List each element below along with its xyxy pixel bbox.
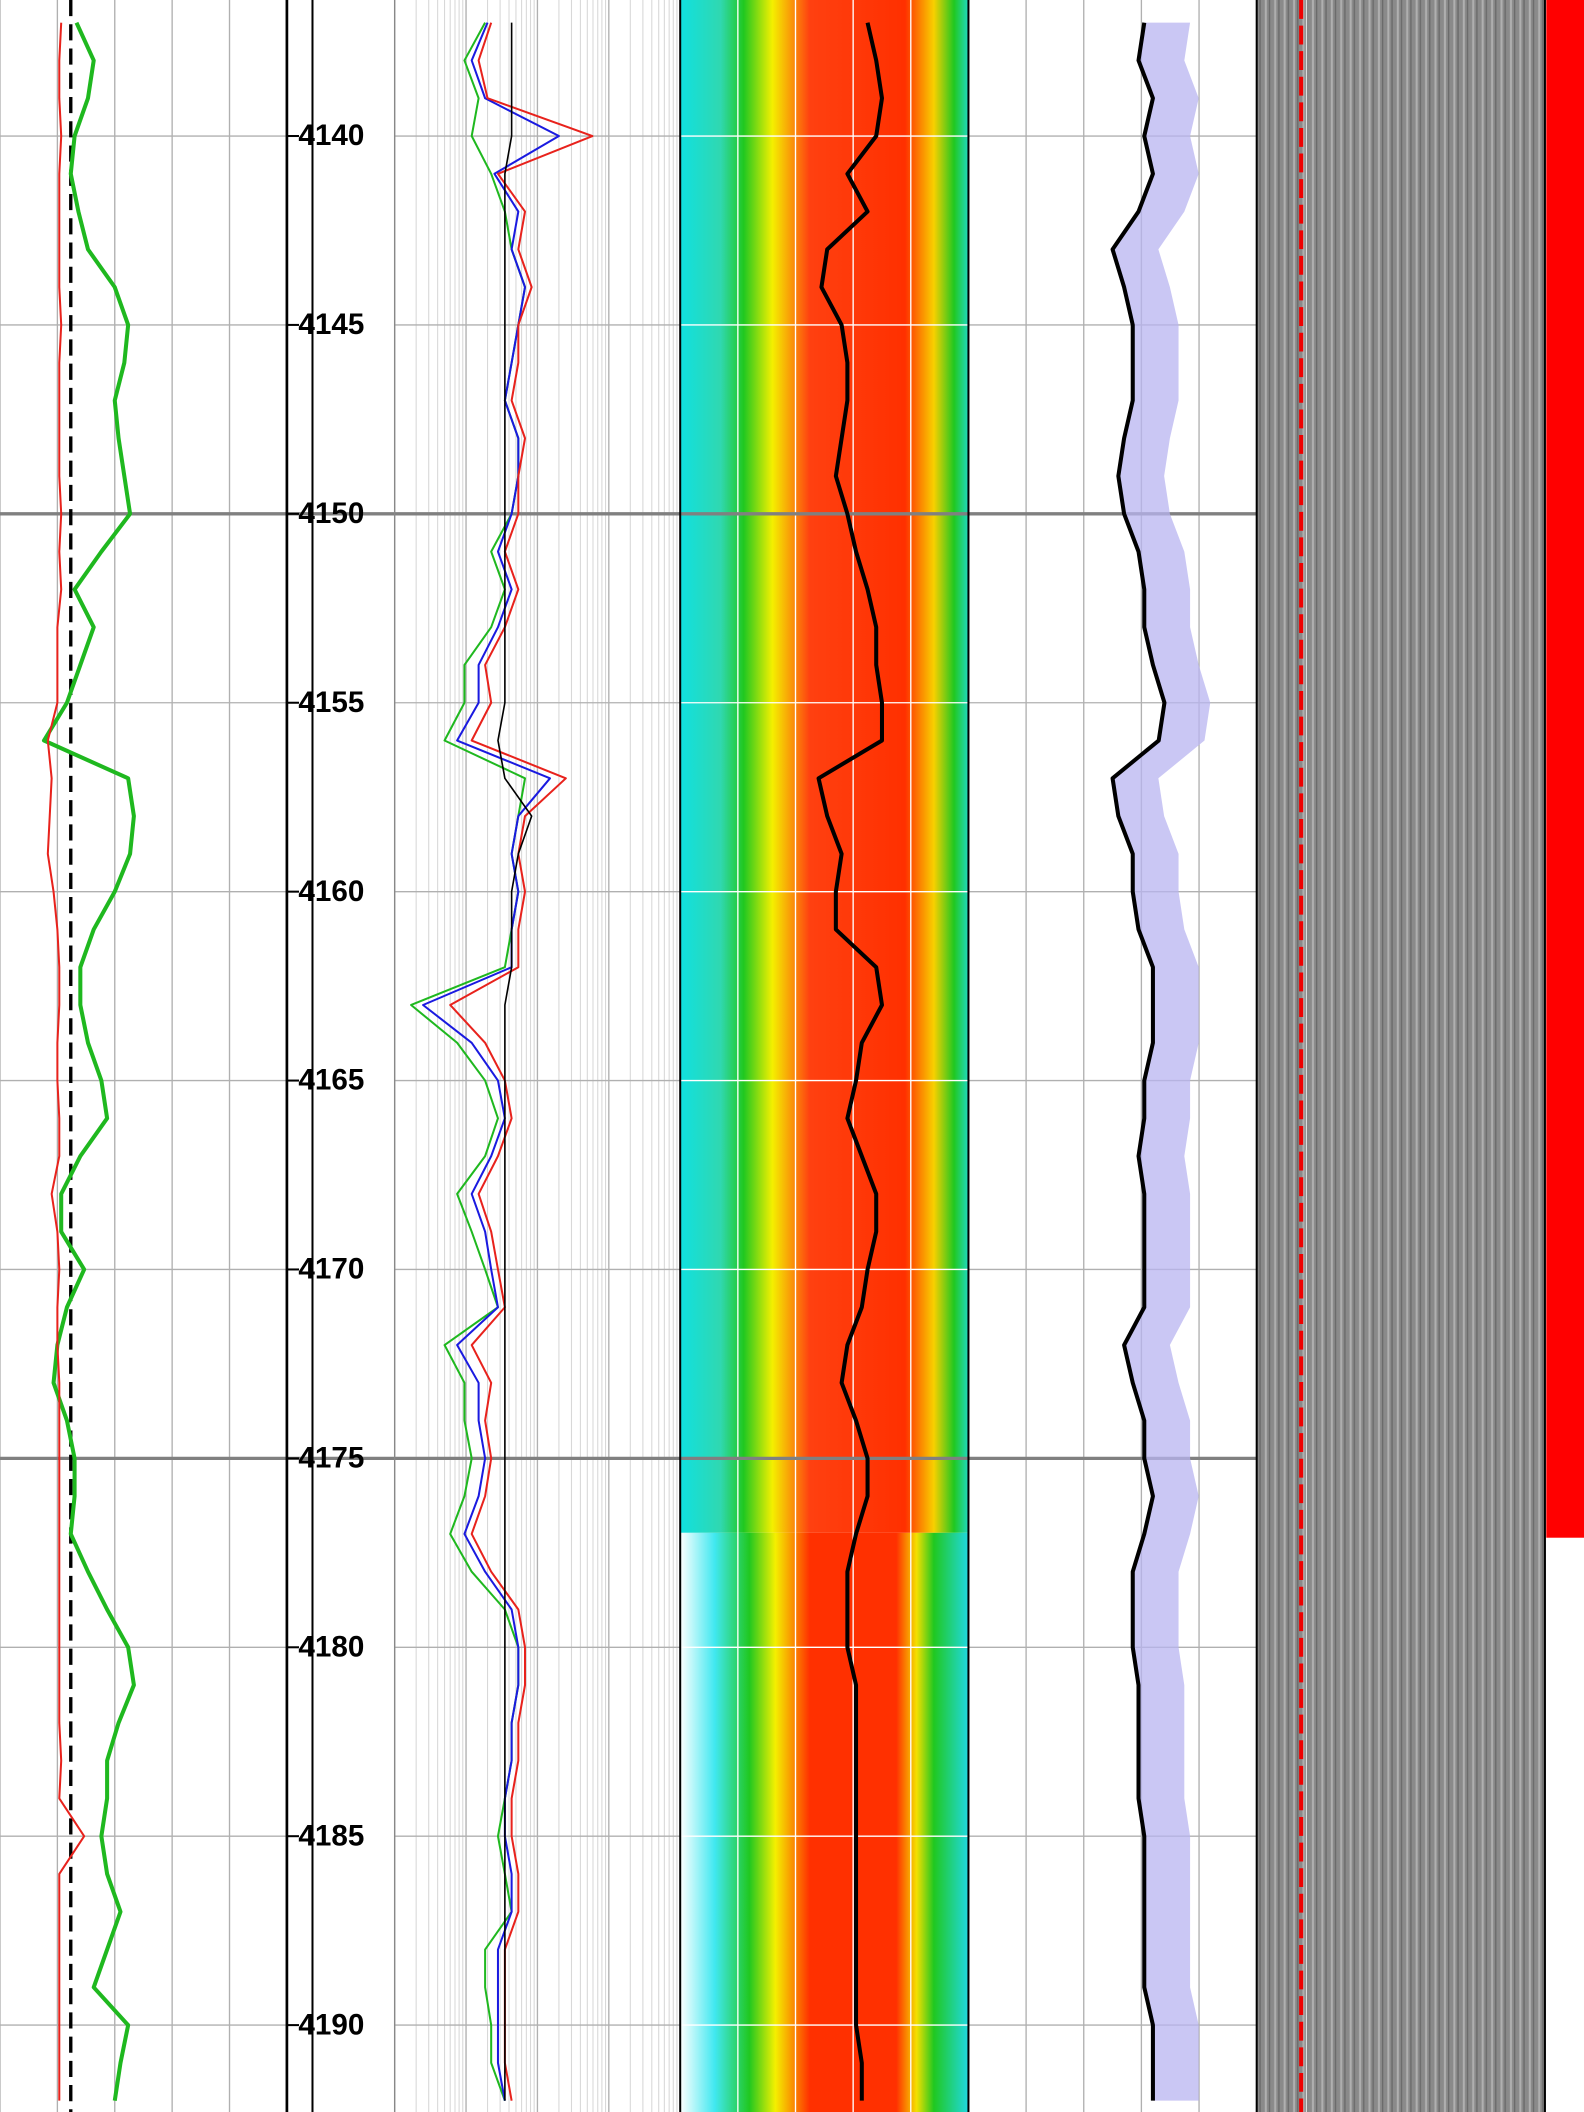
flag-bar xyxy=(1546,0,1584,1538)
depth-label: 4150 xyxy=(298,497,364,530)
heatmap-image xyxy=(680,0,969,1533)
depth-label: 4155 xyxy=(298,686,364,719)
grid xyxy=(0,0,1258,2112)
depth-label: 4180 xyxy=(298,1630,364,1663)
depth-label: 4140 xyxy=(298,119,364,152)
log-curve xyxy=(41,21,136,2101)
depth-label: 4185 xyxy=(298,1819,364,1852)
borehole-image xyxy=(1256,0,1545,2112)
log-curve xyxy=(1110,22,1167,2101)
curve-shading xyxy=(1112,22,1211,2101)
log-curve xyxy=(422,22,560,2101)
depth-label: 4170 xyxy=(298,1253,364,1286)
log-curve xyxy=(497,22,533,2101)
log-curve xyxy=(449,22,594,2101)
depth-label: 4160 xyxy=(298,875,364,908)
depth-labels: 4140 4145 4150 4155 4160 4165 4170 4175 4180 4185… xyxy=(286,119,364,2041)
log-curve xyxy=(816,22,884,2101)
depth-label: 4145 xyxy=(298,308,364,341)
depth-label: 4190 xyxy=(298,2008,364,2041)
log-curve xyxy=(46,22,86,2101)
depth-label: 4175 xyxy=(298,1442,364,1475)
curves xyxy=(41,0,1584,2112)
frame xyxy=(285,0,1546,2112)
depth-label: 4165 xyxy=(298,1064,364,1097)
heatmap-image xyxy=(680,1532,969,2112)
